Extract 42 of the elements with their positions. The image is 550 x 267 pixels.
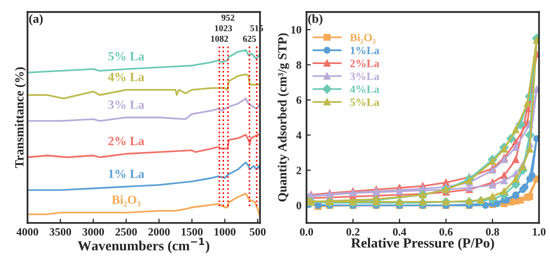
chart-title: (a) bbox=[29, 14, 43, 26]
x-tick-label: 1.0 bbox=[532, 228, 546, 236]
x-tick-label: 0.6 bbox=[439, 228, 453, 236]
x-tick-label: 0.0 bbox=[300, 228, 314, 236]
legend-label: Bi₂O₃ bbox=[350, 34, 376, 44]
ref-line-label: 952 bbox=[221, 14, 234, 21]
x-tick-label: 2000 bbox=[148, 228, 170, 236]
x-tick-label: 3500 bbox=[50, 228, 72, 236]
series-label: 2% La bbox=[108, 136, 144, 146]
y-tick-label: 6 bbox=[296, 96, 302, 104]
y-axis-title: Transmittance (%) bbox=[14, 67, 26, 168]
series-label: 3% La bbox=[108, 100, 144, 109]
legend-label: 1%La bbox=[350, 46, 380, 54]
x-tick-label: 1500 bbox=[182, 228, 203, 236]
x-tick-label: 4000 bbox=[16, 228, 38, 236]
series-label: Bi₂O₃ bbox=[112, 195, 140, 206]
y-tick-label: 4 bbox=[296, 132, 302, 139]
y-axis-title: Quantity Adsorbed (cm³/g STP) bbox=[278, 33, 290, 202]
series-label: 5% La bbox=[108, 52, 144, 61]
legend-label: 3%La bbox=[350, 72, 380, 80]
y-tick-label: 0 bbox=[296, 202, 302, 210]
x-axis-title: Relative Pressure (P/Po) bbox=[351, 238, 494, 250]
x-tick-label: 0.2 bbox=[346, 228, 360, 236]
legend-label: 5%La bbox=[350, 98, 380, 106]
x-tick-label: 3000 bbox=[82, 228, 104, 236]
y-tick-label: 8 bbox=[296, 61, 302, 69]
ref-line-label: 1082 bbox=[211, 36, 228, 42]
x-tick-label: 2500 bbox=[116, 228, 137, 236]
x-tick-label: 500 bbox=[250, 228, 266, 236]
series-label: 1% La bbox=[108, 170, 144, 178]
chart-title: (b) bbox=[308, 14, 322, 26]
legend-label: 4%La bbox=[350, 86, 380, 94]
y-tick-label: 2 bbox=[296, 166, 302, 174]
series-label: 4% La bbox=[108, 72, 144, 82]
x-tick-label: 0.8 bbox=[486, 228, 500, 236]
x-axis-title: Wavenumbers (cm$^{−1}$) bbox=[78, 238, 210, 254]
legend-label: 2%La bbox=[350, 60, 380, 68]
x-tick-label: 0.4 bbox=[392, 228, 406, 236]
ref-line-label: 1023 bbox=[214, 25, 232, 32]
y-tick-label: 10 bbox=[291, 26, 302, 34]
ref-line-label: 625 bbox=[243, 36, 256, 42]
x-tick-label: 1000 bbox=[214, 228, 236, 236]
